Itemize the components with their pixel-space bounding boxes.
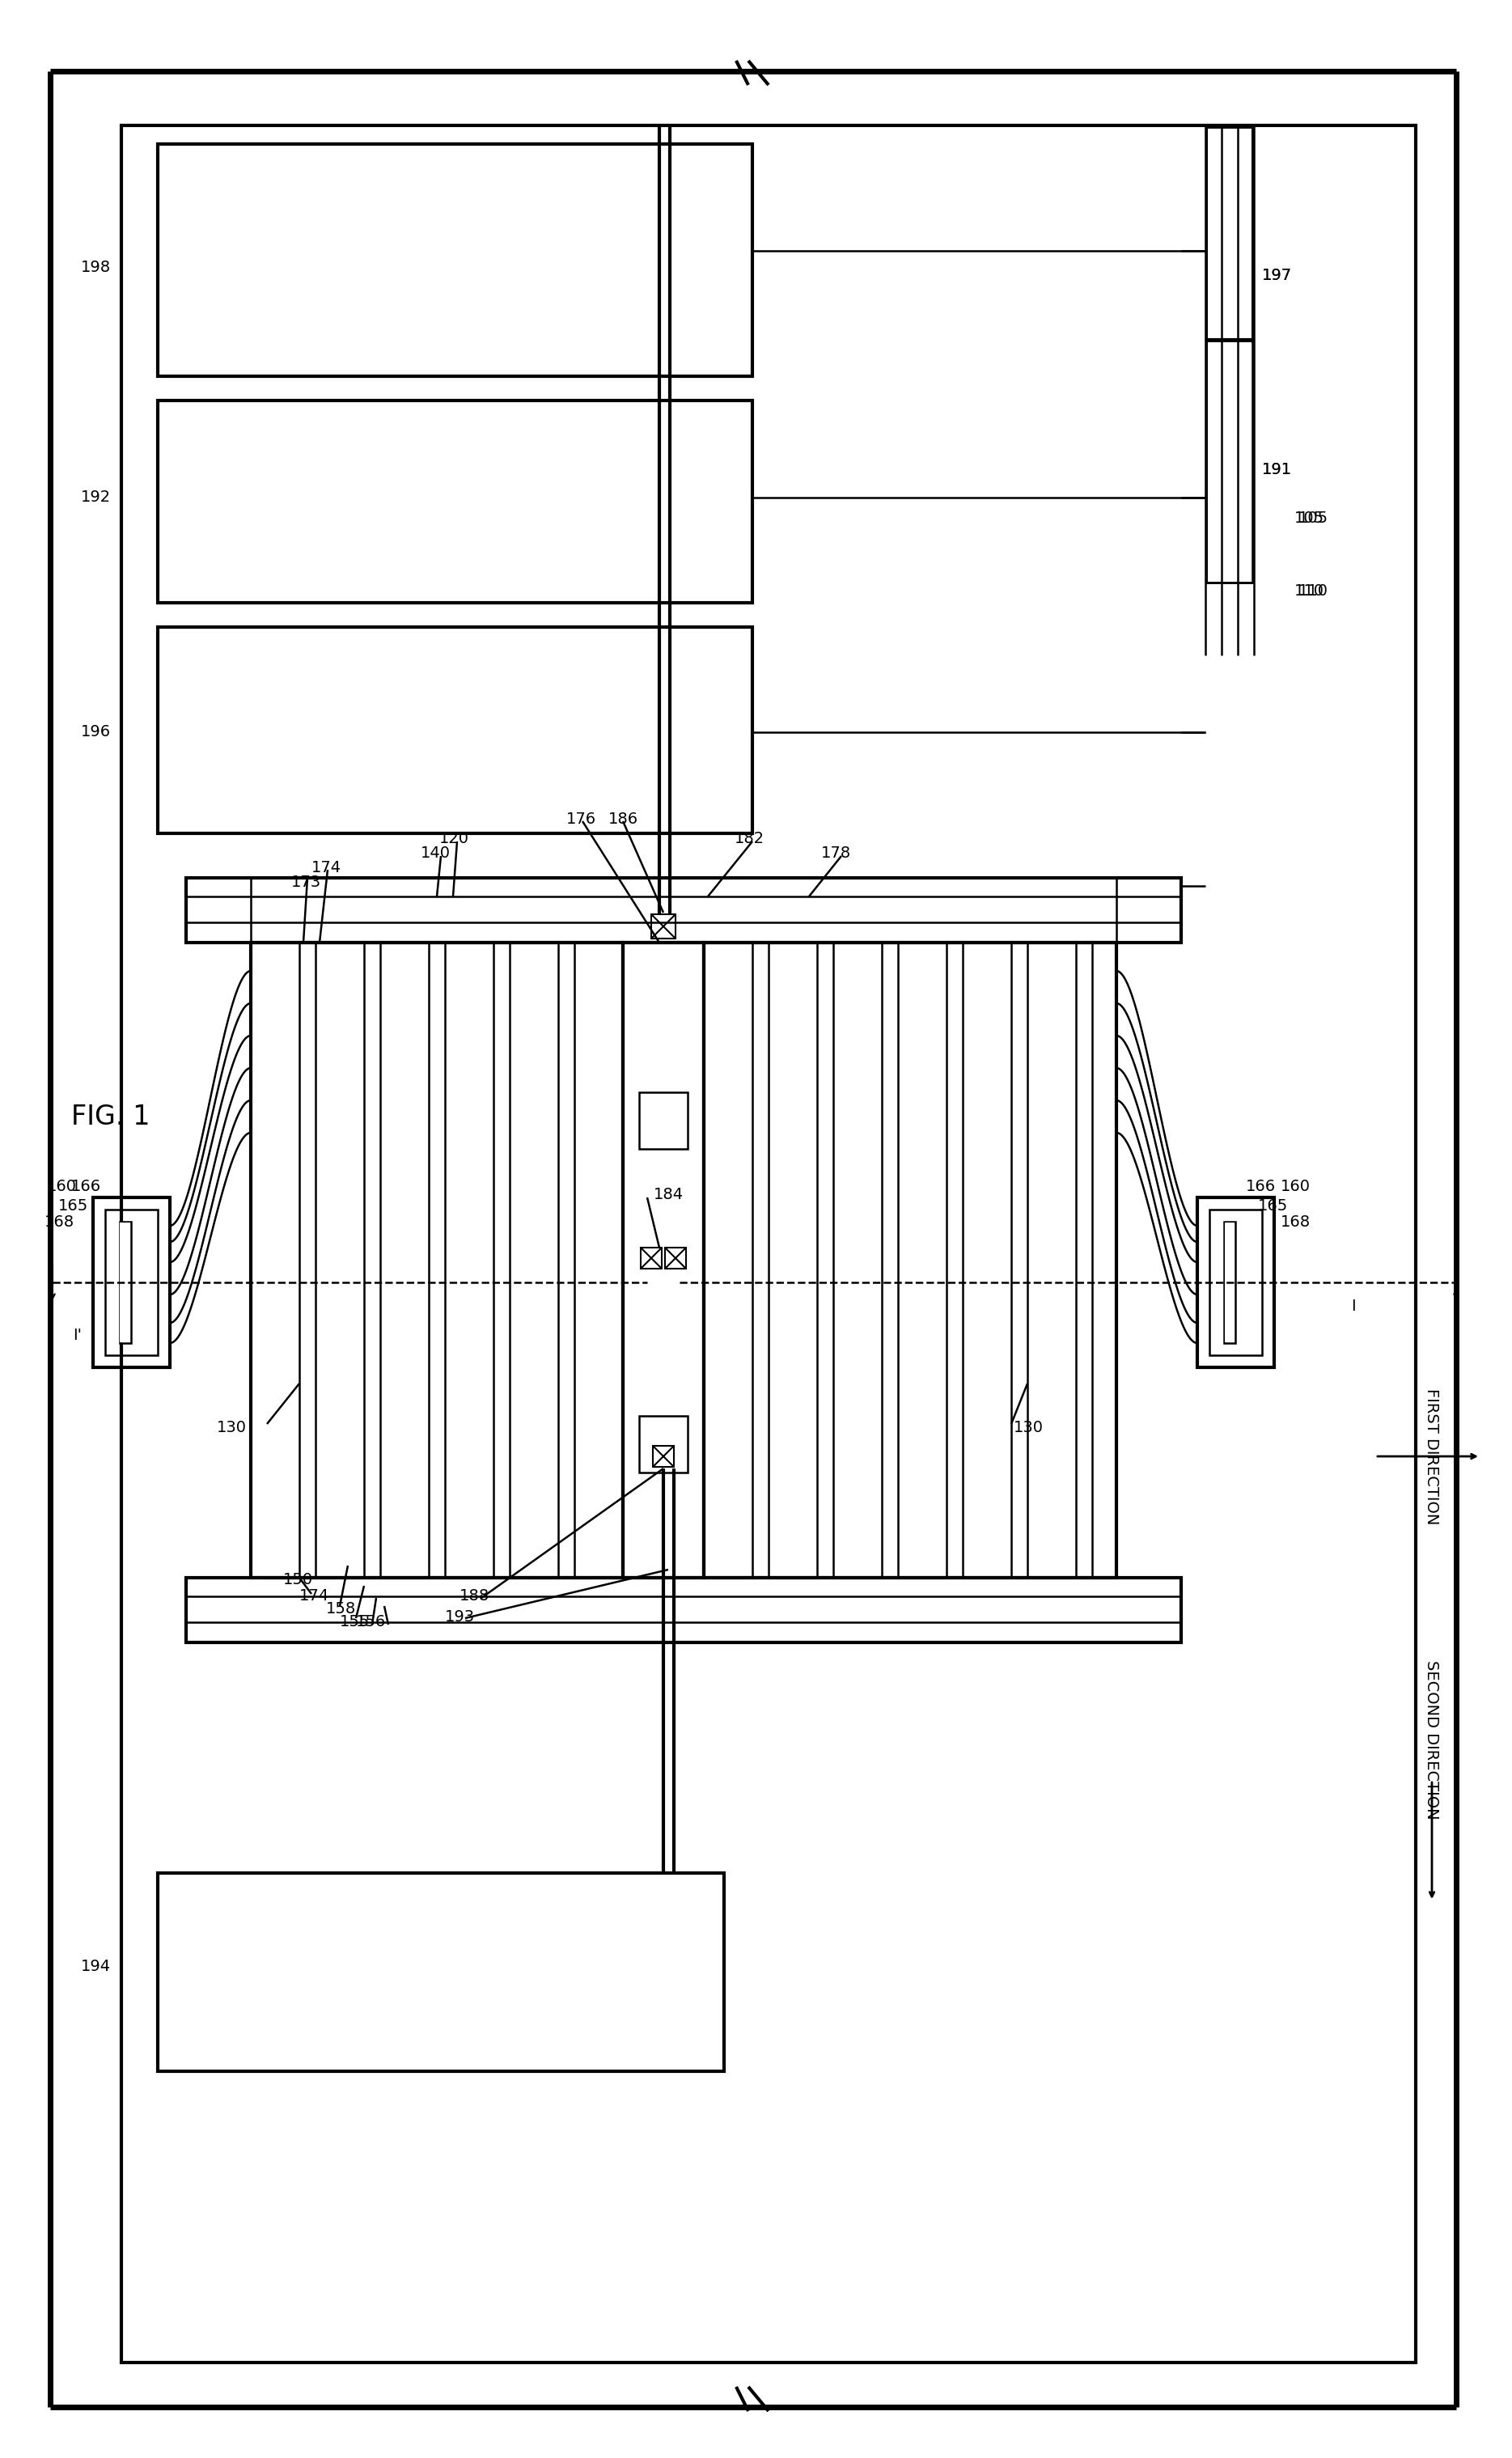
Text: 165: 165 — [59, 1197, 88, 1214]
Text: 197: 197 — [1263, 268, 1293, 283]
Bar — [121, 125, 1415, 2362]
Bar — [186, 878, 251, 941]
Text: I': I' — [73, 1327, 82, 1342]
Text: 120: 120 — [440, 831, 469, 846]
Text: I: I — [1352, 1298, 1356, 1315]
Text: SECOND DIRECTION: SECOND DIRECTION — [1424, 1659, 1439, 1819]
Text: 166: 166 — [1246, 1180, 1276, 1195]
Text: 176: 176 — [567, 811, 596, 826]
Bar — [106, 1209, 157, 1354]
Bar — [119, 1222, 130, 1342]
Text: 160: 160 — [47, 1180, 77, 1195]
Bar — [186, 878, 1181, 941]
Text: 186: 186 — [608, 811, 638, 826]
Text: 168: 168 — [1281, 1214, 1311, 1229]
Bar — [1225, 1222, 1235, 1342]
Bar — [157, 401, 753, 602]
Text: 178: 178 — [821, 846, 851, 860]
Text: 184: 184 — [653, 1187, 683, 1202]
Bar — [157, 145, 753, 376]
Text: 174: 174 — [311, 860, 342, 875]
Text: FIRST DIRECTION: FIRST DIRECTION — [1424, 1389, 1439, 1524]
Text: 168: 168 — [44, 1214, 74, 1229]
Text: 156: 156 — [355, 1615, 386, 1630]
Text: 197: 197 — [1263, 268, 1293, 283]
Bar — [640, 1416, 688, 1472]
Text: 188: 188 — [460, 1588, 490, 1603]
Text: 196: 196 — [82, 725, 110, 740]
Bar — [1208, 342, 1252, 583]
Text: 155: 155 — [340, 1615, 370, 1630]
Bar — [665, 1249, 686, 1268]
Bar — [641, 1249, 662, 1268]
Text: 105: 105 — [1299, 511, 1329, 526]
Text: 192: 192 — [82, 489, 110, 506]
Text: 174: 174 — [299, 1588, 330, 1603]
Bar — [186, 1578, 1181, 1642]
Text: 173: 173 — [292, 875, 321, 890]
Text: 110: 110 — [1294, 583, 1325, 597]
Text: 110: 110 — [1299, 583, 1329, 597]
Bar — [1207, 128, 1252, 339]
Bar — [157, 1873, 724, 2072]
Bar — [1207, 342, 1252, 583]
Text: 191: 191 — [1263, 462, 1293, 477]
Text: 140: 140 — [420, 846, 451, 860]
Text: 130: 130 — [216, 1421, 246, 1435]
Bar — [94, 1197, 169, 1367]
Text: 166: 166 — [71, 1180, 101, 1195]
Text: 130: 130 — [1013, 1421, 1043, 1435]
Bar — [652, 914, 676, 939]
Bar — [1116, 878, 1181, 941]
Bar — [653, 1445, 674, 1467]
Text: 105: 105 — [1294, 511, 1325, 526]
Text: 193: 193 — [445, 1610, 475, 1625]
Text: 194: 194 — [82, 1959, 110, 1974]
Bar — [623, 941, 703, 1578]
Text: FIG. 1: FIG. 1 — [71, 1104, 150, 1131]
Bar — [1198, 1197, 1275, 1367]
Bar — [1225, 1222, 1234, 1342]
Text: 165: 165 — [1258, 1197, 1288, 1214]
Text: 182: 182 — [735, 831, 765, 846]
Bar — [640, 1091, 688, 1148]
Bar — [119, 1222, 132, 1342]
Text: 158: 158 — [327, 1600, 357, 1617]
Bar — [157, 627, 753, 833]
Bar — [703, 941, 1116, 1578]
Bar — [1210, 1209, 1263, 1354]
Text: 191: 191 — [1263, 462, 1293, 477]
Text: 150: 150 — [283, 1571, 313, 1588]
Bar — [1208, 128, 1252, 339]
Text: 160: 160 — [1281, 1180, 1311, 1195]
Text: 198: 198 — [82, 258, 110, 275]
Bar — [251, 941, 623, 1578]
